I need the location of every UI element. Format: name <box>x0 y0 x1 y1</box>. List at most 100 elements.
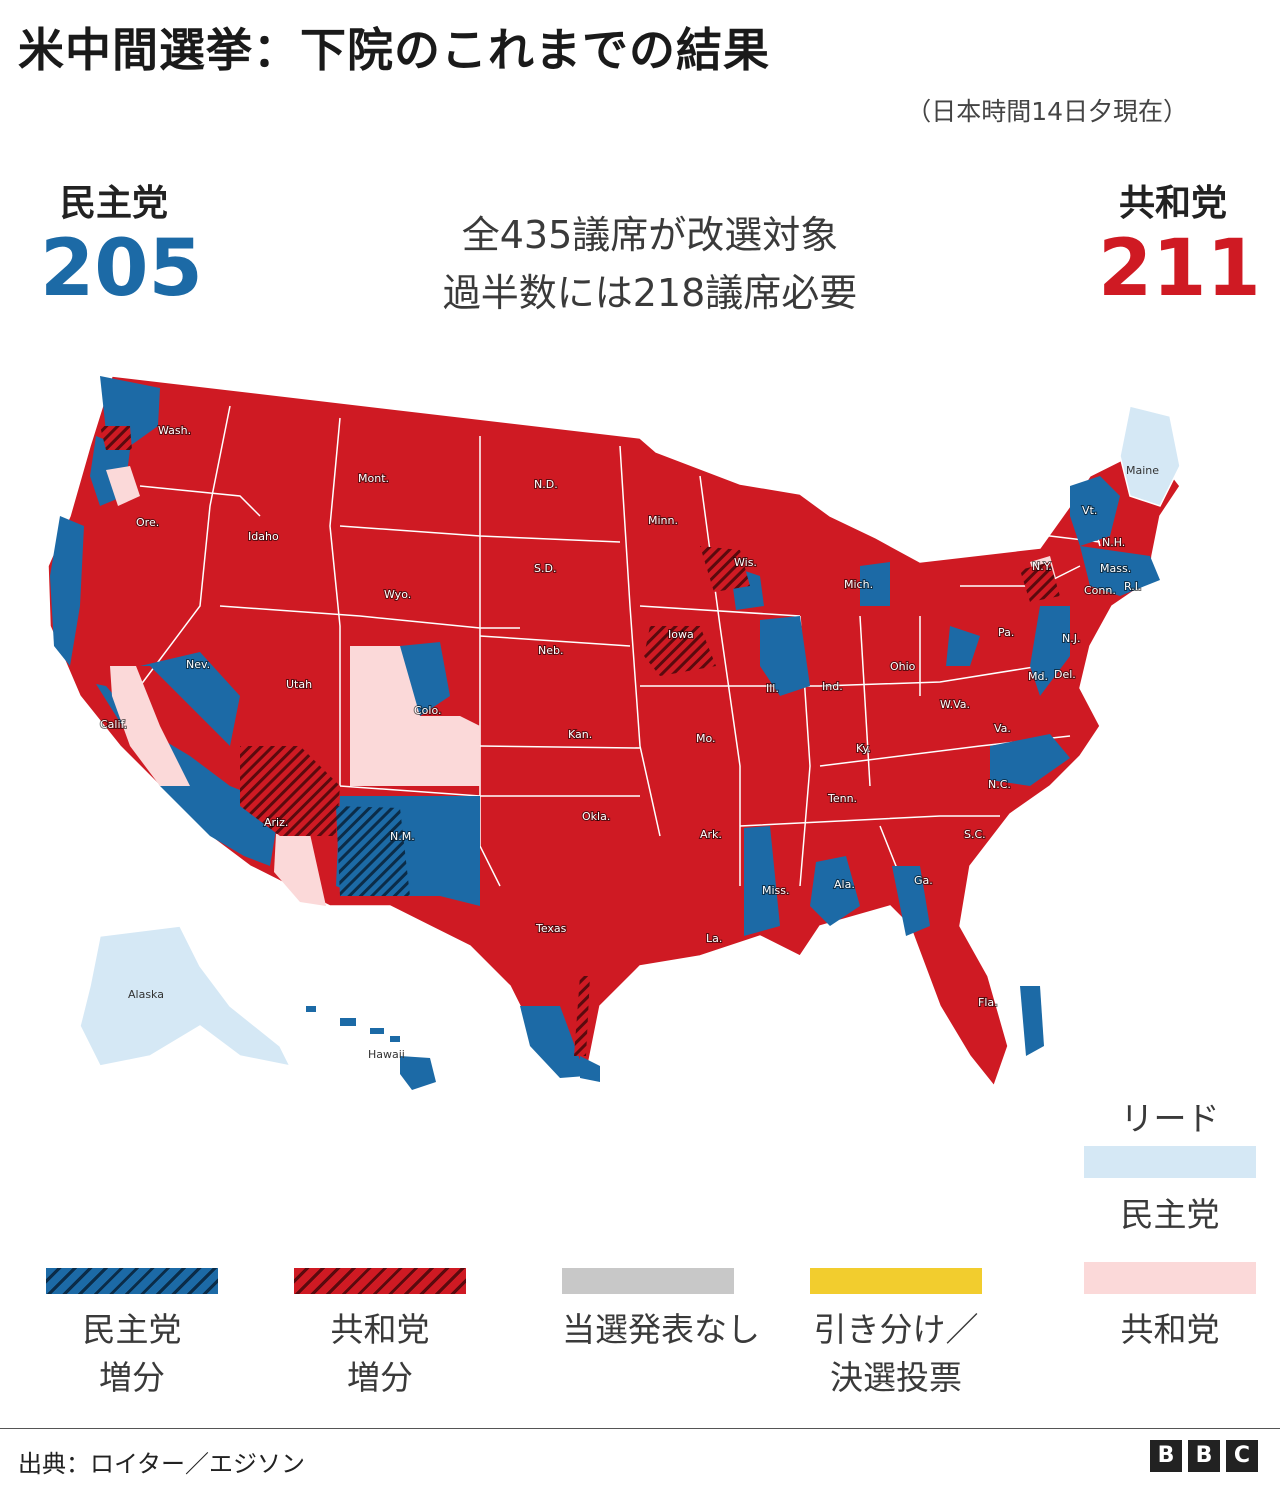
label-mo: Mo. <box>696 732 716 745</box>
timestamp: （日本時間14日夕現在） <box>906 97 1188 126</box>
legend-label-republican-gain: 共和党 増分 <box>294 1306 466 1402</box>
label-colo: Colo. <box>414 704 442 717</box>
legend-label-line: 民主党 <box>82 1310 182 1349</box>
democratic-districts <box>50 376 1160 1082</box>
label-nj: N.J. <box>1062 632 1080 645</box>
legend-swatch-tie-runoff <box>810 1268 982 1294</box>
legend-republican-lead: 共和党 <box>1084 1262 1256 1354</box>
footer-divider <box>0 1428 1280 1429</box>
legend-swatch-not-called <box>562 1268 734 1294</box>
label-okla: Okla. <box>582 810 610 823</box>
alaska-districts <box>79 925 292 1068</box>
legend-label-not-called: 当選発表なし <box>562 1306 760 1354</box>
label-kan: Kan. <box>568 728 592 741</box>
summary: 全435議席が改選対象 過半数には218議席必要 <box>330 206 970 322</box>
label-md: Md. <box>1028 670 1048 683</box>
label-ri: R.I. <box>1124 580 1142 593</box>
legend-swatch-republican-gain <box>294 1268 466 1294</box>
label-idaho: Idaho <box>248 530 279 543</box>
label-miss: Miss. <box>762 884 790 897</box>
legend-label-democrat-gain: 民主党 増分 <box>46 1306 218 1402</box>
label-ore: Ore. <box>136 516 159 529</box>
label-ark: Ark. <box>700 828 722 841</box>
label-va: Va. <box>994 722 1011 735</box>
bbc-logo-letter: C <box>1226 1440 1258 1472</box>
label-wash: Wash. <box>158 424 191 437</box>
legend-swatch-republican-lead <box>1084 1262 1256 1294</box>
label-conn: Conn. <box>1084 584 1116 597</box>
republicans-seats: 211 <box>1098 224 1261 314</box>
label-pa: Pa. <box>998 626 1014 639</box>
republican-gain-districts <box>100 426 1060 1056</box>
state-labels: Wash. Ore. Calif. Nev. Idaho Mont. Wyo. … <box>99 423 1159 1061</box>
label-wva: W.Va. <box>940 698 970 711</box>
legend-label-tie-runoff: 引き分け／ 決選投票 <box>810 1306 982 1402</box>
label-hawaii: Hawaii <box>368 1048 405 1061</box>
lead-legend-swatch <box>1084 1146 1256 1178</box>
label-calif: Calif. <box>100 718 127 731</box>
legend-label-line: 共和党 <box>1120 1310 1220 1349</box>
label-tenn: Tenn. <box>827 792 857 805</box>
label-la: La. <box>706 932 722 945</box>
legend-label-line: 増分 <box>99 1358 165 1397</box>
label-ohio: Ohio <box>890 660 916 673</box>
legend-label-line: 増分 <box>347 1358 413 1397</box>
label-utah: Utah <box>286 678 312 691</box>
label-mass: Mass. <box>1100 562 1131 575</box>
legend-label-line: 共和党 <box>330 1310 430 1349</box>
label-fla: Fla. <box>978 996 998 1009</box>
bbc-logo: B B C <box>1150 1440 1258 1472</box>
label-ny: N.Y. <box>1032 560 1052 573</box>
label-wis: Wis. <box>734 556 757 569</box>
bbc-logo-letter: B <box>1150 1440 1182 1472</box>
chart-title: 米中間選挙：下院のこれまでの結果 <box>18 23 770 77</box>
label-del: Del. <box>1054 668 1076 681</box>
summary-line-2: 過半数には218議席必要 <box>442 271 858 315</box>
label-sd: S.D. <box>534 562 556 575</box>
legend-democrat-gain: 民主党 増分 <box>46 1268 218 1402</box>
label-alaska: Alaska <box>128 988 164 1001</box>
label-nm: N.M. <box>390 830 415 843</box>
summary-line-1: 全435議席が改選対象 <box>461 213 839 257</box>
label-nev: Nev. <box>186 658 210 671</box>
label-ala: Ala. <box>834 878 855 891</box>
republicans-tally: 共和党 211 <box>1098 174 1261 314</box>
democrats-tally: 民主党 205 <box>40 174 203 314</box>
maine-districts <box>1119 405 1181 507</box>
lead-legend-title: リード <box>1120 1099 1220 1138</box>
label-ga: Ga. <box>914 874 933 887</box>
label-maine: Maine <box>1126 464 1159 477</box>
bbc-logo-letter: B <box>1188 1440 1220 1472</box>
source-credit: 出典：ロイター／エジソン <box>18 1450 306 1478</box>
label-nc: N.C. <box>988 778 1011 791</box>
label-mich: Mich. <box>844 578 873 591</box>
republicans-name: 共和党 <box>1118 183 1227 224</box>
republican-lead-districts <box>106 466 1056 906</box>
legend-tie-runoff: 引き分け／ 決選投票 <box>810 1268 982 1402</box>
legend-label-line: 引き分け／ <box>813 1310 979 1349</box>
legend-label-line: 決選投票 <box>830 1358 962 1397</box>
legend-label-republican-lead: 共和党 <box>1084 1306 1256 1354</box>
legend-swatch-democrat-gain <box>46 1268 218 1294</box>
label-iowa: Iowa <box>668 628 694 641</box>
democrats-seats: 205 <box>40 224 203 314</box>
us-house-map: Wash. Ore. Calif. Nev. Idaho Mont. Wyo. … <box>40 366 1240 1126</box>
hawaii-districts <box>306 1006 436 1090</box>
label-mont: Mont. <box>358 472 389 485</box>
label-wyo: Wyo. <box>384 588 411 601</box>
label-ind: Ind. <box>822 680 843 693</box>
legend-republican-gain: 共和党 増分 <box>294 1268 466 1402</box>
label-nh: N.H. <box>1102 536 1125 549</box>
legend-not-called: 当選発表なし <box>562 1268 760 1354</box>
label-sc: S.C. <box>964 828 986 841</box>
label-texas: Texas <box>535 922 567 935</box>
label-vt: Vt. <box>1082 504 1097 517</box>
label-minn: Minn. <box>648 514 678 527</box>
label-ky: Ky. <box>856 742 871 755</box>
democrats-name: 民主党 <box>59 183 168 224</box>
label-nd: N.D. <box>534 478 558 491</box>
label-ill: Ill. <box>766 682 779 695</box>
lead-legend: リード 民主党 <box>1084 1092 1256 1236</box>
democratic-gain-districts <box>336 806 410 896</box>
label-neb: Neb. <box>538 644 563 657</box>
